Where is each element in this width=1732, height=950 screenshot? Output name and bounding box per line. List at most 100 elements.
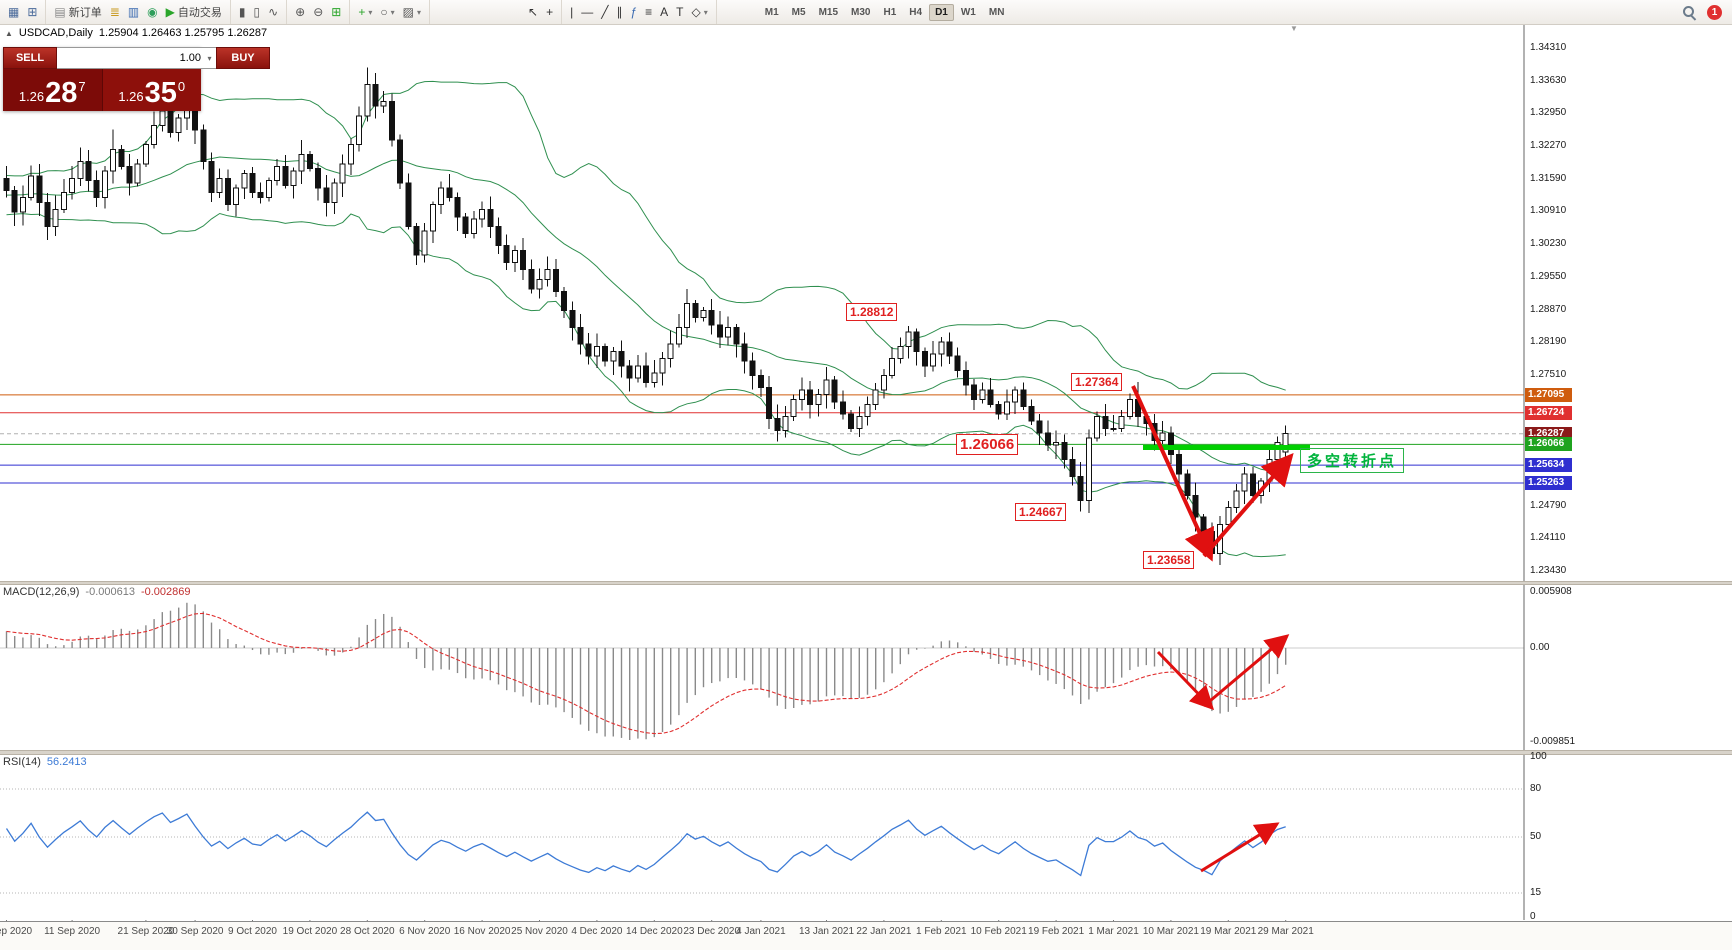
fibonacci-button[interactable]: ƒ <box>627 4 640 20</box>
new-chart-button[interactable]: ▦ <box>5 4 22 20</box>
equidistant-channel-icon: ∥ <box>616 5 623 19</box>
autotrading-icon: ▶ <box>165 5 175 19</box>
vertical-line-icon: | <box>570 5 574 19</box>
timeframe-m15[interactable]: M15 <box>818 6 839 18</box>
new-order-button-label: 新订单 <box>68 7 102 19</box>
line-chart-button[interactable]: ∿ <box>265 4 281 20</box>
timeframe-mn[interactable]: MN <box>988 6 1005 18</box>
timeframe-h1[interactable]: H1 <box>883 6 897 18</box>
notifications-badge[interactable]: 1 <box>1707 4 1722 20</box>
macd-signal-value: -0.002869 <box>140 586 191 598</box>
cursor-button[interactable]: ↖ <box>525 4 541 20</box>
macd-label: MACD(12,26,9) -0.000613 -0.002869 <box>3 586 191 598</box>
line-chart-icon: ∿ <box>268 5 279 19</box>
buy-button[interactable]: BUY <box>216 47 270 69</box>
crosshair-icon: + <box>546 5 554 19</box>
label-button[interactable]: T <box>673 4 686 20</box>
sell-price-prefix: 1.26 <box>18 89 45 104</box>
trendline-button[interactable]: ╱ <box>598 4 611 20</box>
tile-windows-button[interactable]: ⊞ <box>328 4 344 20</box>
cursor-icon: ↖ <box>528 5 539 19</box>
levels-button[interactable]: ≡ <box>642 4 655 20</box>
ohlc-values: 1.25904 1.26463 1.25795 1.26287 <box>98 27 268 39</box>
timeframe-m1[interactable]: M1 <box>764 6 779 18</box>
horizontal-line-button[interactable]: — <box>578 4 596 20</box>
autotrading-button[interactable]: ▶ 自动交易 <box>163 2 225 22</box>
volume-box: ▾ <box>57 47 216 69</box>
macd-title: MACD(12,26,9) <box>3 586 80 598</box>
timeframe-m30[interactable]: M30 <box>851 6 871 18</box>
date-axis <box>0 921 1732 950</box>
fibonacci-icon: ƒ <box>630 5 638 19</box>
one-click-trading-panel: SELL ▾ BUY 1.26 28 7 1.26 35 0 <box>3 47 270 111</box>
profiles-button[interactable]: ≣ <box>107 4 123 20</box>
chart-window-button[interactable]: ⊞ <box>24 4 40 20</box>
toolbar-right: 1 <box>1680 4 1732 21</box>
macd-main-value: -0.000613 <box>85 586 135 598</box>
text-icon: A <box>660 5 669 19</box>
charts-list-button[interactable]: ▥ <box>125 4 142 20</box>
chevron-down-icon: ▾ <box>703 7 708 17</box>
timeframe-h4[interactable]: H4 <box>909 6 923 18</box>
new-order-button[interactable]: ▤ 新订单 <box>51 2 104 22</box>
periods-icon: ○ <box>380 5 388 19</box>
sell-price-big: 28 <box>45 77 78 109</box>
panel-splitter[interactable] <box>0 581 1732 585</box>
text-button[interactable]: A <box>657 4 671 20</box>
levels-icon: ≡ <box>645 5 653 19</box>
tile-windows-icon: ⊞ <box>331 5 342 19</box>
timeframe-w1[interactable]: W1 <box>960 6 976 18</box>
bar-chart-icon: ▮ <box>238 5 246 19</box>
new-order-icon: ▤ <box>54 5 66 19</box>
chevron-down-icon: ▾ <box>368 7 373 17</box>
search-icon <box>1683 5 1697 21</box>
horizontal-line-icon: — <box>581 5 594 19</box>
zoom-in-icon: ⊕ <box>295 5 306 19</box>
community-button[interactable]: ◉ <box>144 4 160 20</box>
shapes-icon: ◇ <box>691 5 701 19</box>
profiles-icon: ≣ <box>109 5 120 19</box>
volume-input[interactable] <box>57 52 203 64</box>
symbol-name: USDCAD,Daily <box>18 27 93 39</box>
shapes-button[interactable]: ◇ ▾ <box>689 4 711 20</box>
rsi-value: 56.2413 <box>46 756 87 768</box>
candlestick-chart-icon: ▯ <box>253 5 261 19</box>
symbol-label: ▲ USDCAD,Daily 1.25904 1.26463 1.25795 1… <box>5 27 267 39</box>
candlestick-chart-button[interactable]: ▯ <box>250 4 263 20</box>
timeframe-d1[interactable]: D1 <box>929 3 954 21</box>
buy-price-big: 35 <box>144 77 177 109</box>
buy-price-sup: 0 <box>177 79 186 94</box>
templates-button[interactable]: ▨ ▾ <box>400 4 424 20</box>
indicators-icon: + <box>358 5 366 19</box>
chart-window-icon: ⊞ <box>27 5 38 19</box>
search-button[interactable] <box>1680 4 1699 21</box>
equidistant-channel-button[interactable]: ∥ <box>613 4 625 20</box>
zoom-out-icon: ⊖ <box>313 5 324 19</box>
toolbar-groups: ▦ ⊞ ▤ 新订单 ≣ ▥ ◉ ▶ 自动交易 ▮ ▯ ∿ ⊕ ⊖ ⊞ + ▾ ○ ▾ ▨ ▾ ↖ + | — ╱ ∥ ƒ ≡ A T ◇ ▾ <box>0 0 717 24</box>
label-icon: T <box>676 5 684 19</box>
rsi-title: RSI(14) <box>3 756 41 768</box>
buy-price-prefix: 1.26 <box>118 89 144 104</box>
timeframe-m5[interactable]: M5 <box>791 6 806 18</box>
periods-button[interactable]: ○ ▾ <box>377 4 397 20</box>
sell-price-sup: 7 <box>78 79 86 94</box>
crosshair-button[interactable]: + <box>543 4 556 20</box>
indicators-button[interactable]: + ▾ <box>355 4 375 20</box>
community-icon: ◉ <box>147 5 158 19</box>
sell-button[interactable]: SELL <box>3 47 57 69</box>
one-click-collapse-icon[interactable]: ▲ <box>5 28 13 38</box>
panel-splitter[interactable] <box>0 750 1732 755</box>
toolbar: ▦ ⊞ ▤ 新订单 ≣ ▥ ◉ ▶ 自动交易 ▮ ▯ ∿ ⊕ ⊖ ⊞ + ▾ ○ ▾ ▨ ▾ ↖ + | — ╱ ∥ ƒ ≡ A T ◇ ▾ M… <box>0 0 1732 25</box>
turning-point-note: 多空转折点 <box>1300 448 1405 473</box>
zoom-in-button[interactable]: ⊕ <box>292 4 308 20</box>
bar-chart-button[interactable]: ▮ <box>236 4 249 20</box>
volume-dropdown-icon[interactable]: ▾ <box>207 53 212 63</box>
buy-price[interactable]: 1.26 35 0 <box>102 69 201 111</box>
vertical-line-button[interactable]: | <box>567 4 576 20</box>
sell-price[interactable]: 1.26 28 7 <box>3 69 103 111</box>
zoom-out-button[interactable]: ⊖ <box>310 4 326 20</box>
chevron-down-icon: ▾ <box>416 7 421 17</box>
chevron-down-icon: ▾ <box>390 7 395 17</box>
